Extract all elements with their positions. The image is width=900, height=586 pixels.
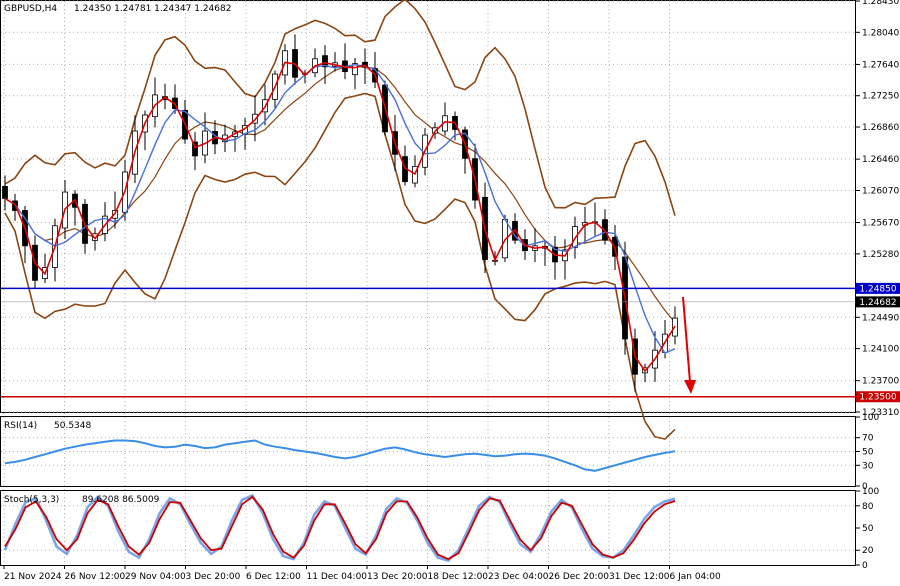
- rsi-indicator: [1, 437, 855, 472]
- bollinger-bands: [4, 0, 676, 440]
- time-tick-label: 29 Nov 04:00: [125, 572, 186, 582]
- current-price-badge: 1.24682: [856, 296, 900, 308]
- price-tick-label: 1.23700: [862, 377, 899, 387]
- rsi-label: RSI(14): [4, 421, 37, 431]
- stoch-tick-label: 0: [862, 561, 868, 571]
- resistance-badge: 1.24850: [856, 282, 900, 294]
- bollinger-middle-band: [4, 64, 676, 323]
- price-tick-label: 1.26070: [862, 186, 899, 196]
- bollinger-upper-band: [4, 0, 676, 216]
- stochastic-indicator: [1, 493, 855, 563]
- support-label: 1.23500: [859, 393, 896, 403]
- price-tick-label: 1.27640: [862, 60, 899, 70]
- rsi-value: 50.5348: [54, 421, 91, 431]
- axes: 1.28430 1.28040 1.27640 1.27250 1.26860 1.264…: [3, 0, 899, 582]
- time-tick-label: 11 Dec 04:00: [307, 572, 368, 582]
- candle-body: [602, 219, 608, 241]
- rsi-line: [4, 439, 676, 472]
- price-tick-label: 1.24100: [862, 345, 899, 355]
- resistance-label: 1.24850: [859, 284, 896, 294]
- main-panel-frame: [0, 0, 856, 413]
- down-arrow-head: [684, 380, 696, 394]
- stoch-label: Stoch(5,3,3): [4, 495, 59, 505]
- stoch-tick-label: 50: [862, 524, 874, 534]
- time-tick-label: 3 Dec 20:00: [186, 572, 241, 582]
- fast-moving-average: [4, 61, 676, 373]
- time-tick-label: 31 Dec 12:00: [609, 572, 670, 582]
- stoch-tick-label: 80: [862, 502, 874, 512]
- price-tick-label: 1.27250: [862, 92, 899, 102]
- time-tick-label: 21 Nov 2024: [4, 572, 62, 582]
- time-tick-label: 23 Dec 04:00: [488, 572, 549, 582]
- time-tick-label: 6 Jan 04:00: [670, 572, 722, 582]
- time-tick-label: 26 Dec 20:00: [549, 572, 610, 582]
- price-tick-label: 1.26460: [862, 155, 899, 165]
- time-tick-label: 18 Dec 12:00: [428, 572, 489, 582]
- stoch-signal-line: [4, 495, 676, 561]
- current-price-label: 1.24682: [859, 298, 896, 308]
- time-tick-label: 6 Dec 12:00: [246, 572, 301, 582]
- candle-body: [352, 63, 358, 76]
- support-badge: 1.23500: [856, 391, 900, 403]
- rsi-tick-label: 100: [862, 413, 879, 423]
- stoch-tick-label: 100: [862, 487, 879, 497]
- price-tick-label: 1.23310: [862, 408, 899, 418]
- chart-symbol: GBPUSD,H4: [4, 4, 57, 14]
- rsi-tick-label: 70: [862, 434, 874, 444]
- stoch-tick-label: 20: [862, 546, 874, 556]
- chart-ohlc: 1.24350 1.24781 1.24347 1.24682: [74, 4, 231, 14]
- price-tick-label: 1.28430: [862, 0, 899, 7]
- candle-body: [192, 141, 198, 157]
- candle-body: [2, 186, 8, 199]
- price-tick-label: 1.25280: [862, 250, 899, 260]
- time-tick-label: 13 Dec 20:00: [367, 572, 428, 582]
- bollinger-lower-band: [4, 92, 676, 440]
- moving-averages: [4, 61, 676, 373]
- levels: [1, 287, 856, 398]
- price-tick-label: 1.25670: [862, 219, 899, 229]
- rsi-panel-frame: [0, 416, 856, 487]
- down-arrow-shaft: [682, 296, 691, 383]
- time-tick-label: 26 Nov 12:00: [65, 572, 126, 582]
- rsi-tick-label: 50: [862, 448, 874, 458]
- price-tick-label: 1.28040: [862, 28, 899, 38]
- stoch-main-line: [3, 493, 676, 563]
- slow-moving-average: [4, 63, 676, 354]
- grid-layer: [1, 0, 855, 565]
- rsi-tick-label: 30: [862, 461, 874, 471]
- candle-body: [322, 55, 328, 68]
- rsi-tick-label: 0: [862, 482, 868, 492]
- price-tick-label: 1.24490: [862, 313, 899, 323]
- candle-body: [92, 233, 98, 241]
- candles: [2, 34, 678, 392]
- price-tick-label: 1.26860: [862, 123, 899, 133]
- stoch-value: 89.6208 86.5009: [82, 495, 160, 505]
